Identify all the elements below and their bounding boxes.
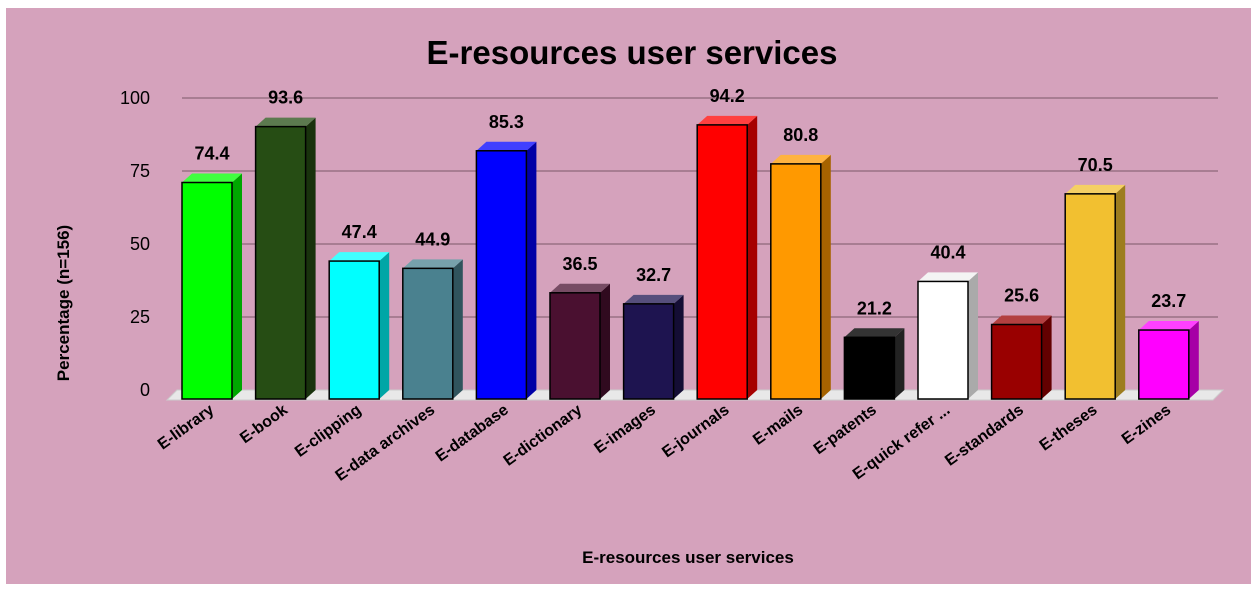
bar: [549, 283, 610, 400]
value-label: 47.4: [342, 222, 377, 242]
value-label: 40.4: [930, 242, 965, 262]
category-label: E-dictionary: [501, 401, 586, 469]
bar: [622, 294, 684, 400]
value-labels: 74.4 93.6 47.4 44.9 85.3 36.5 32.7 94.2 80.8 21.2…: [194, 86, 1186, 318]
bar-side: [232, 173, 242, 399]
value-label: 93.6: [268, 88, 303, 108]
bar-side: [1188, 321, 1199, 399]
bar: [770, 154, 831, 400]
category-label: E-clipping: [292, 401, 365, 460]
bar-top: [991, 315, 1052, 325]
bar: [917, 272, 978, 400]
bar-top: [770, 154, 831, 164]
bar-front: [770, 163, 822, 400]
value-label: 36.5: [562, 254, 597, 274]
bar-side: [379, 252, 390, 399]
y-tick-label: 0: [140, 380, 150, 400]
bar-top: [1065, 184, 1126, 194]
bar-top: [550, 283, 610, 293]
bars: [181, 115, 1199, 400]
bar-side: [1115, 184, 1126, 399]
bar: [990, 315, 1052, 400]
y-tick-label: 50: [130, 234, 150, 254]
y-tick-label: 100: [120, 88, 150, 108]
bar-front: [402, 267, 454, 400]
category-label: E-theses: [1037, 401, 1101, 454]
bar-top: [476, 141, 537, 151]
bar-front: [549, 292, 601, 400]
y-axis-title: Percentage (n=156): [54, 225, 73, 381]
x-axis-title: E-resources user services: [582, 548, 794, 567]
bar-front: [475, 150, 528, 400]
bar: [843, 328, 905, 400]
bar-top: [918, 272, 978, 282]
value-label: 70.5: [1078, 155, 1113, 175]
category-label: E-library: [155, 401, 218, 453]
bar-front: [622, 303, 675, 400]
value-label: 21.2: [857, 298, 892, 318]
bar: [181, 173, 242, 400]
bar-top: [182, 173, 242, 183]
bar-side: [673, 294, 684, 399]
bar: [254, 117, 316, 400]
value-label: 44.9: [415, 229, 450, 249]
bar: [328, 252, 390, 400]
value-label: 23.7: [1151, 291, 1186, 311]
bar-side: [526, 141, 537, 400]
value-label: 85.3: [489, 112, 524, 132]
category-label: E-journals: [659, 401, 732, 461]
bar-front: [254, 125, 307, 400]
bar-front: [696, 124, 748, 400]
category-label: E-standards: [942, 401, 1027, 469]
category-label: E-patents: [811, 401, 880, 458]
bar: [475, 141, 537, 400]
bar-top: [255, 117, 316, 127]
value-label: 32.7: [636, 265, 671, 285]
value-label: 80.8: [783, 125, 818, 145]
bar-top: [329, 252, 390, 262]
bar-front: [990, 323, 1043, 400]
bar-front: [328, 260, 380, 400]
value-label: 74.4: [194, 143, 229, 163]
chart-title: E-resources user services: [427, 34, 838, 71]
bar-side: [968, 272, 978, 399]
bar-side: [820, 154, 831, 399]
bar-front: [843, 336, 896, 400]
bar-front: [181, 181, 233, 400]
bar-top: [402, 259, 463, 269]
bar-front: [1138, 329, 1190, 400]
bar-top: [1138, 321, 1199, 331]
bar-top: [623, 294, 684, 304]
bar: [696, 115, 758, 400]
category-label: E-zines: [1119, 401, 1174, 448]
y-tick-label: 25: [130, 307, 150, 327]
category-label: E-mails: [750, 401, 806, 448]
bar-side: [305, 117, 316, 400]
category-label: E-book: [237, 401, 291, 447]
category-label: E-images: [591, 401, 659, 457]
bar-side: [894, 328, 905, 399]
bar: [1138, 321, 1199, 400]
bar-front: [1064, 193, 1116, 400]
y-tick-labels: 0 25 50 75 100: [120, 88, 150, 400]
bar-side: [747, 115, 758, 400]
bar: [1064, 184, 1126, 400]
value-label: 94.2: [710, 86, 745, 106]
bar-top: [844, 328, 905, 338]
bar-top: [697, 115, 758, 125]
bar-side: [600, 283, 610, 399]
bar-side: [452, 259, 463, 399]
y-tick-label: 75: [130, 161, 150, 181]
bar-side: [1041, 315, 1052, 399]
value-label: 25.6: [1004, 286, 1039, 306]
bar-front: [917, 280, 969, 400]
bar: [402, 259, 463, 400]
